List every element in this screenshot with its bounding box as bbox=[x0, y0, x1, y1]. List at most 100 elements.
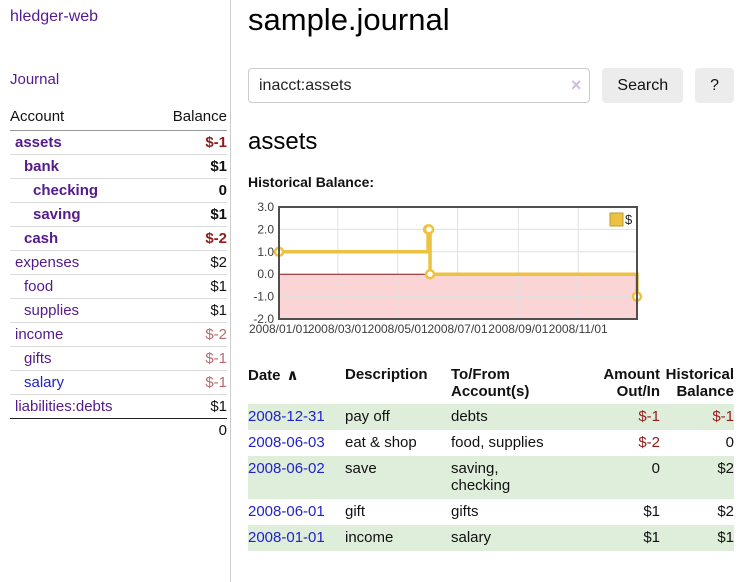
account-link[interactable]: checking bbox=[33, 182, 99, 199]
search-field-wrap: × bbox=[248, 68, 591, 103]
account-balance: $1 bbox=[151, 154, 227, 179]
search-button[interactable]: Search bbox=[602, 68, 684, 103]
account-link[interactable]: gifts bbox=[24, 350, 52, 367]
transaction-row: 2008-12-31 pay off debts $-1 $-1 bbox=[248, 404, 734, 430]
chart-title: Historical Balance: bbox=[248, 174, 375, 190]
chart-x-tick-label: 2008/07/01 bbox=[427, 322, 487, 336]
account-row: food $1 bbox=[10, 274, 227, 299]
register-header-accounts: To/From Account(s) bbox=[451, 366, 530, 400]
accounts-total-spacer bbox=[10, 418, 152, 442]
date-header-label: Date bbox=[248, 367, 281, 384]
transaction-date-cell: 2008-12-31 bbox=[248, 404, 345, 430]
chart-x-tick-label: 2008/05/01 bbox=[368, 322, 428, 336]
account-row: saving $1 bbox=[10, 202, 227, 227]
account-name-cell: assets bbox=[10, 131, 152, 155]
account-link[interactable]: supplies bbox=[24, 302, 80, 319]
account-row: salary $-1 bbox=[10, 370, 227, 395]
transaction-description: eat & shop bbox=[345, 434, 417, 451]
transaction-date-link[interactable]: 2008-06-03 bbox=[248, 434, 325, 451]
account-link[interactable]: food bbox=[24, 278, 54, 295]
account-balance: $2 bbox=[151, 250, 227, 275]
transaction-row: 2008-06-01 gift gifts $1 $2 bbox=[248, 499, 734, 525]
chart-y-tick-label: -1.0 bbox=[253, 290, 274, 304]
accounts-header-balance: Balance bbox=[151, 106, 227, 131]
chart-y-tick-label: 3.0 bbox=[257, 200, 274, 214]
transaction-balance: $1 bbox=[660, 525, 734, 551]
transaction-date-link[interactable]: 2008-01-01 bbox=[248, 529, 325, 546]
accounts-total-value: 0 bbox=[151, 418, 227, 442]
account-link[interactable]: liabilities:debts bbox=[15, 398, 113, 415]
app-title-link[interactable]: hledger-web bbox=[10, 8, 99, 25]
transaction-amount: $-1 bbox=[598, 404, 660, 430]
transaction-description: income bbox=[345, 525, 451, 551]
accounts-table: Account Balance assets $-1 bank $1 checking 0… bbox=[10, 106, 227, 442]
transaction-amount: $1 bbox=[643, 503, 660, 520]
nav-journal-link[interactable]: Journal bbox=[10, 71, 60, 88]
transaction-description: pay off bbox=[345, 404, 451, 430]
transaction-date-link[interactable]: 2008-12-31 bbox=[248, 408, 325, 425]
accounts-header-account: Account bbox=[10, 106, 152, 131]
account-balance: $1 bbox=[151, 298, 227, 323]
account-balance: $-2 bbox=[151, 322, 227, 347]
account-balance: $-2 bbox=[151, 226, 227, 251]
transaction-date-link[interactable]: 2008-06-01 bbox=[248, 503, 325, 520]
register-header-row: Date ∧ Description To/From Account(s) Amo… bbox=[248, 364, 734, 404]
transaction-row: 2008-06-02 save saving, checking 0 $2 bbox=[248, 456, 734, 499]
account-name-cell: saving bbox=[10, 202, 152, 227]
account-name-cell: salary bbox=[10, 370, 152, 395]
transaction-date-link[interactable]: 2008-06-02 bbox=[248, 460, 325, 477]
account-name-cell: food bbox=[10, 274, 152, 299]
transaction-balance: $-1 bbox=[660, 404, 734, 430]
account-name-cell: gifts bbox=[10, 346, 152, 371]
account-balance: $1 bbox=[151, 394, 227, 419]
account-name-cell: cash bbox=[10, 226, 152, 251]
accounts-total-row: 0 bbox=[10, 418, 227, 442]
transaction-balance: 0 bbox=[725, 434, 734, 451]
chart-x-tick-label: 2008/01/01 bbox=[249, 322, 309, 336]
account-link[interactable]: income bbox=[15, 326, 64, 343]
sidebar: hledger-web Journal Account Balance asse… bbox=[0, 0, 231, 582]
transaction-amount: $1 bbox=[598, 525, 660, 551]
account-link[interactable]: salary bbox=[24, 374, 65, 391]
page-title: sample.journal bbox=[248, 2, 450, 37]
account-link[interactable]: saving bbox=[33, 206, 81, 223]
account-link[interactable]: expenses bbox=[15, 254, 80, 271]
transaction-accounts: salary bbox=[451, 525, 598, 551]
search-input[interactable] bbox=[248, 68, 591, 103]
chart-legend-label: $ bbox=[625, 212, 633, 227]
register-header-amount: Amount Out/In bbox=[603, 366, 660, 400]
chart-y-tick-label: -2.0 bbox=[253, 312, 274, 326]
account-row: liabilities:debts $1 bbox=[10, 394, 227, 419]
account-link[interactable]: assets bbox=[15, 134, 62, 151]
transaction-amount: 0 bbox=[598, 456, 660, 499]
help-button[interactable]: ? bbox=[695, 68, 734, 103]
account-row: gifts $-1 bbox=[10, 346, 227, 371]
account-row: income $-2 bbox=[10, 322, 227, 347]
register-header-date[interactable]: Date ∧ bbox=[248, 364, 345, 404]
account-link[interactable]: cash bbox=[24, 230, 59, 247]
transaction-accounts: debts bbox=[451, 404, 598, 430]
clear-search-icon[interactable]: × bbox=[570, 75, 582, 95]
transaction-date-cell: 2008-06-01 bbox=[248, 499, 345, 525]
transaction-date-cell: 2008-06-03 bbox=[248, 430, 345, 456]
account-name-cell: expenses bbox=[10, 250, 152, 275]
account-name-cell: supplies bbox=[10, 298, 152, 323]
account-row: supplies $1 bbox=[10, 298, 227, 323]
account-title: assets bbox=[248, 128, 318, 155]
account-balance: $-1 bbox=[151, 370, 227, 395]
chart-x-tick-label: 2008/11/01 bbox=[549, 322, 608, 336]
chart-y-tick-label: 2.0 bbox=[257, 222, 274, 236]
chart-point-marker bbox=[423, 224, 435, 235]
account-name-cell: liabilities:debts bbox=[10, 394, 152, 419]
account-name-cell: checking bbox=[10, 178, 152, 203]
account-balance: $-1 bbox=[205, 134, 227, 151]
register-header-balance: Historical Balance bbox=[665, 366, 734, 400]
account-balance: 0 bbox=[151, 178, 227, 203]
chart-plot-border bbox=[278, 206, 638, 320]
account-row: assets $-1 bbox=[10, 131, 227, 155]
accounts-header-row: Account Balance bbox=[10, 106, 227, 131]
main-content: sample.journal × Search ? assets Histori… bbox=[248, 0, 734, 551]
account-link[interactable]: bank bbox=[24, 158, 60, 175]
register-header-description: Description bbox=[345, 366, 428, 383]
